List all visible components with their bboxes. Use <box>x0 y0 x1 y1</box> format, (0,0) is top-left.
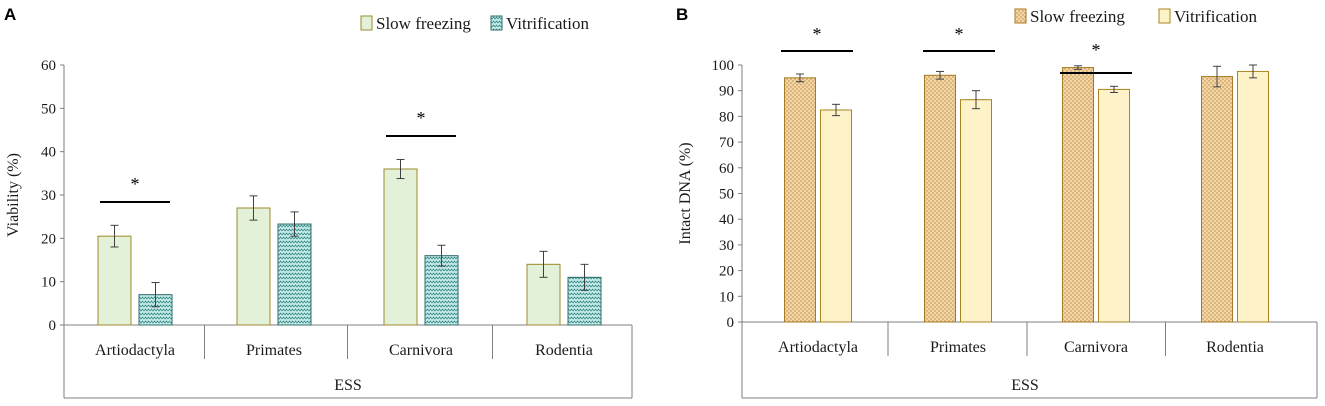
x-axis-label: ESS <box>334 377 362 394</box>
y-tick-label: 10 <box>719 289 734 305</box>
y-tick-label: 40 <box>719 212 734 228</box>
bar <box>97 235 132 326</box>
x-tick-label: Carnivora <box>1064 339 1128 356</box>
bar <box>1237 70 1269 323</box>
error-bar <box>1074 65 1082 70</box>
y-tick-label: 40 <box>41 145 56 161</box>
panel-letter: B <box>676 5 688 24</box>
legend-label: Slow freezing <box>1030 7 1125 26</box>
error-bar <box>249 195 258 221</box>
x-tick-label: Artiodactyla <box>95 342 175 359</box>
legend-entry: Slow freezing <box>360 14 471 33</box>
error-bar <box>151 282 160 308</box>
y-tick-label: 0 <box>49 318 57 334</box>
y-tick-label: 90 <box>719 84 734 100</box>
legend-swatch <box>1014 8 1027 24</box>
significance-marker: * <box>781 24 853 52</box>
error-bar <box>290 211 299 237</box>
y-tick-label: 100 <box>712 58 735 74</box>
significance-star: * <box>955 24 964 44</box>
y-tick-label: 80 <box>719 109 734 125</box>
x-tick-label: Primates <box>930 339 986 356</box>
legend-swatch <box>360 15 373 31</box>
error-bar <box>539 250 548 278</box>
error-bar <box>1213 65 1221 88</box>
legend-label: Vitrification <box>506 14 590 33</box>
legend-label: Slow freezing <box>376 14 471 33</box>
significance-marker: * <box>100 174 170 203</box>
error-bar <box>580 263 589 291</box>
bar <box>924 74 956 323</box>
x-tick-label: Artiodactyla <box>778 339 858 356</box>
bar <box>277 223 312 326</box>
legend-entry: Slow freezing <box>1014 7 1125 26</box>
bar <box>1098 88 1130 323</box>
significance-star: * <box>131 174 140 194</box>
bar <box>383 168 418 326</box>
bar <box>784 77 816 323</box>
bar <box>236 207 271 326</box>
panel-b: B 0 10 20 30 40 50 60 70 80 90 100 Artiodactyla Prima… <box>676 5 1318 399</box>
y-tick-label: 60 <box>41 58 56 74</box>
significance-star: * <box>813 24 822 44</box>
legend-swatch <box>1158 8 1171 24</box>
error-bar <box>936 70 944 80</box>
y-axis-label: Intact DNA (%) <box>677 142 694 244</box>
significance-marker: * <box>386 108 456 137</box>
legend-entry: Vitrification <box>1158 7 1258 26</box>
y-tick-label: 20 <box>41 231 56 247</box>
legend-label: Vitrification <box>1174 7 1258 26</box>
error-bar <box>396 158 405 180</box>
error-bar <box>110 224 119 248</box>
bar <box>1201 76 1233 323</box>
y-tick-label: 10 <box>41 275 56 291</box>
error-bar <box>796 73 804 83</box>
bar <box>1062 67 1094 323</box>
legend-entry: Vitrification <box>490 14 590 33</box>
y-tick-label: 30 <box>41 188 56 204</box>
bar <box>820 109 852 323</box>
error-bar <box>972 90 980 110</box>
significance-marker: * <box>923 24 995 52</box>
y-tick-label: 60 <box>719 161 734 177</box>
y-tick-label: 70 <box>719 135 734 151</box>
y-tick-label: 30 <box>719 238 734 254</box>
error-bar <box>832 103 840 117</box>
y-axis-label: Viability (%) <box>5 153 22 237</box>
bar <box>960 99 992 323</box>
error-bar <box>1110 85 1118 93</box>
x-tick-label: Rodentia <box>535 342 593 359</box>
legend-swatch <box>490 15 503 31</box>
x-tick-label: Rodentia <box>1206 339 1264 356</box>
significance-marker: * <box>1060 40 1132 74</box>
panel-a: A 0 10 20 30 40 50 60 Artiodactyla Primates Carniv… <box>4 5 633 399</box>
error-bar <box>1249 64 1257 79</box>
significance-star: * <box>1092 40 1101 60</box>
x-tick-label: Carnivora <box>389 342 453 359</box>
significance-star: * <box>417 108 426 128</box>
y-tick-label: 50 <box>719 187 734 203</box>
y-tick-label: 0 <box>727 315 735 331</box>
panel-letter: A <box>4 5 16 24</box>
x-axis-label: ESS <box>1011 377 1039 394</box>
y-tick-label: 20 <box>719 264 734 280</box>
error-bar <box>437 244 446 267</box>
x-tick-label: Primates <box>246 342 302 359</box>
y-tick-label: 50 <box>41 101 56 117</box>
